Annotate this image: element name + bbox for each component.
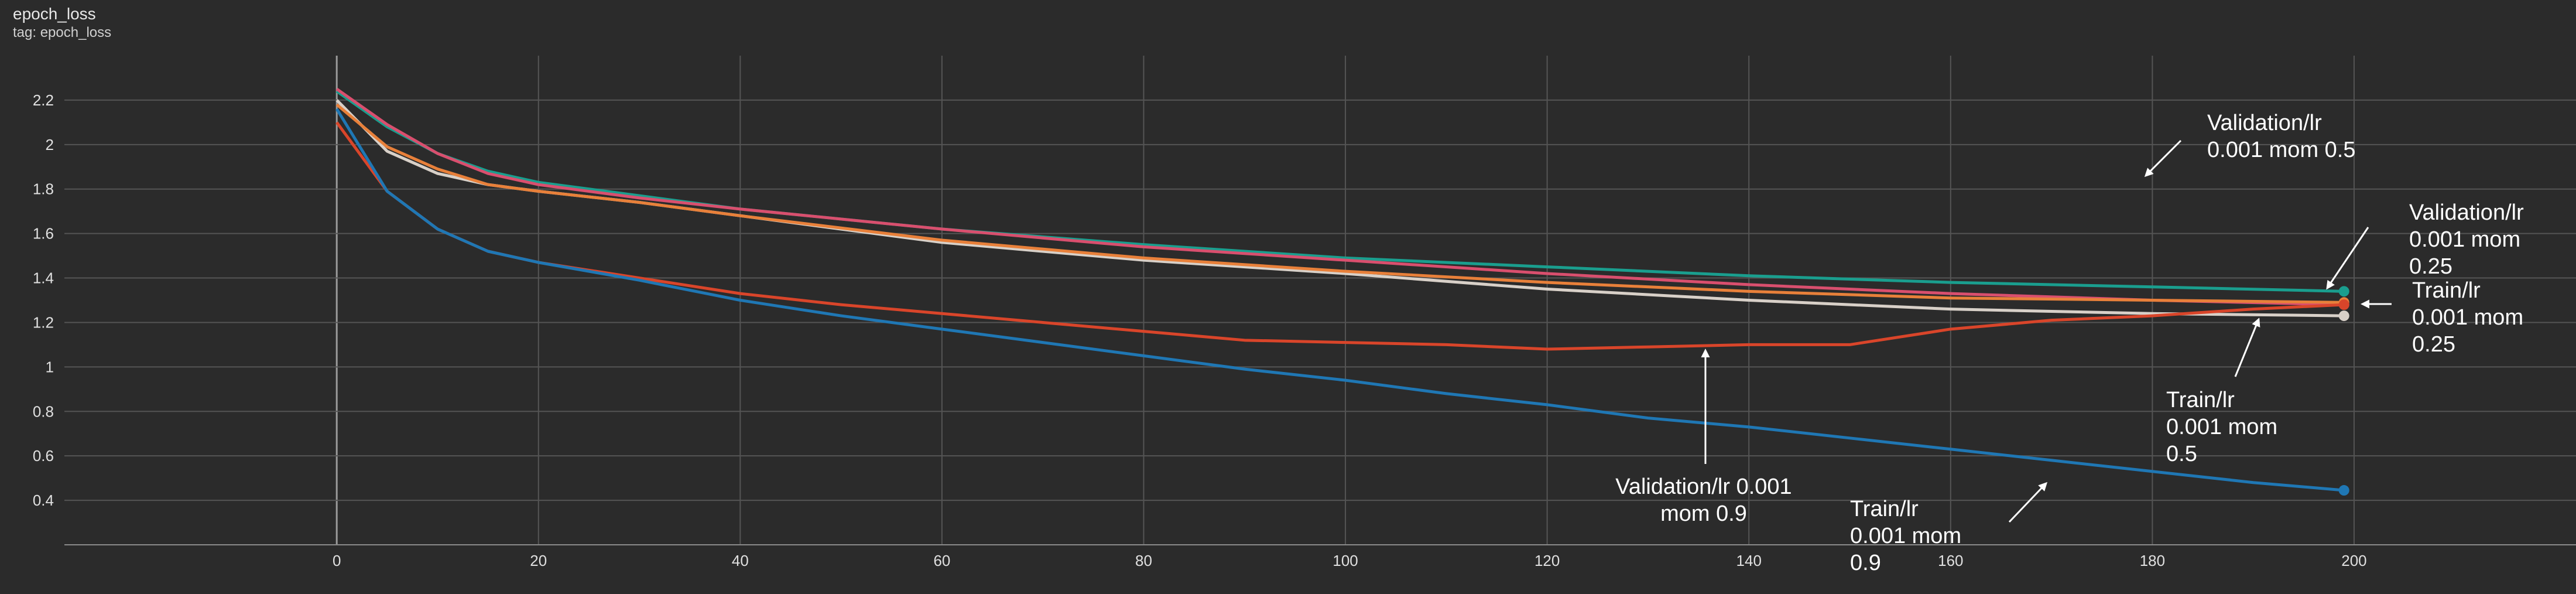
annotation-arrow xyxy=(2008,482,2048,523)
x-tick-label: 180 xyxy=(2140,552,2165,569)
y-tick-label: 1.2 xyxy=(33,313,54,331)
axes: 0 20 40 60 80 100 120 140 160 180 200 0.4 0.6 0.8 1 1.2… xyxy=(33,91,2576,569)
annotation-line: mom 0.9 xyxy=(1660,501,1747,526)
annotation-line: Train/lr xyxy=(2166,388,2235,412)
chart-tag: tag: epoch_loss xyxy=(13,25,112,40)
annotation-label: Validation/lr 0.001 mom 0.5 xyxy=(2207,111,2355,162)
annotation-line: 0.001 mom xyxy=(1850,524,1961,548)
x-tick-label: 40 xyxy=(732,552,749,569)
y-tick-label: 1.6 xyxy=(33,225,54,243)
y-tick-label: 1 xyxy=(46,358,54,375)
annotation-line: Validation/lr 0.001 xyxy=(1615,474,1791,499)
y-tick-label: 0.8 xyxy=(33,402,54,420)
x-tick-label: 160 xyxy=(1938,552,1963,569)
series-line-4[interactable] xyxy=(335,121,2344,351)
annotation-line: 0.25 xyxy=(2412,332,2455,357)
series-endpoint-0[interactable] xyxy=(2338,286,2349,297)
x-tick-label: 140 xyxy=(1736,552,1762,569)
x-tick-label: 200 xyxy=(2341,552,2366,569)
annotation-label: Validation/lr 0.001 mom 0.9 xyxy=(1615,474,1791,526)
annotation-line: Validation/lr xyxy=(2409,200,2524,225)
series-line-5[interactable] xyxy=(335,108,2344,492)
x-tick-label: 120 xyxy=(1534,552,1560,569)
series-line-2[interactable] xyxy=(335,99,2344,318)
annotation-arrow xyxy=(2144,139,2182,177)
x-tick-label: 20 xyxy=(530,552,547,569)
annotation-label: Train/lr 0.001 mom 0.25 xyxy=(2412,278,2523,357)
series-group xyxy=(335,87,2349,496)
series-line-1[interactable] xyxy=(335,87,2344,306)
series-endpoint-5[interactable] xyxy=(2338,485,2349,496)
annotation-line: 0.001 mom xyxy=(2409,227,2520,252)
annotation-line: Validation/lr xyxy=(2207,111,2322,135)
x-tick-label: 0 xyxy=(333,552,341,569)
annotation-arrow xyxy=(2234,318,2260,377)
y-tick-label: 2.2 xyxy=(33,91,54,109)
annotation-line: 0.001 mom xyxy=(2166,415,2277,439)
series-line-3[interactable] xyxy=(335,103,2344,304)
series-endpoint-4[interactable] xyxy=(2338,299,2349,310)
annotation-label: Train/lr 0.001 mom 0.5 xyxy=(2166,388,2277,466)
annotation-line: Train/lr xyxy=(1850,497,1919,521)
y-tick-label: 1.8 xyxy=(33,180,54,198)
annotation-label: Train/lr 0.001 mom 0.9 xyxy=(1850,497,1961,575)
x-tick-label: 60 xyxy=(933,552,950,569)
x-tick-label: 80 xyxy=(1135,552,1152,569)
y-tick-label: 0.4 xyxy=(33,491,54,509)
annotation-label: Validation/lr 0.001 mom 0.25 xyxy=(2409,200,2524,279)
annotation-line: 0.25 xyxy=(2409,254,2452,279)
series-endpoint-2[interactable] xyxy=(2338,310,2349,322)
y-tick-label: 1.4 xyxy=(33,269,54,287)
annotation-line: 0.001 mom xyxy=(2412,305,2523,330)
annotation-arrow xyxy=(2326,227,2369,290)
y-tick-label: 2 xyxy=(46,136,54,153)
annotation-line: 0.9 xyxy=(1850,551,1881,575)
annotation-line: 0.001 mom 0.5 xyxy=(2207,138,2355,162)
chart-title: epoch_loss xyxy=(13,5,96,23)
annotation-line: 0.5 xyxy=(2166,442,2197,466)
x-tick-label: 100 xyxy=(1332,552,1358,569)
grid-lines xyxy=(64,56,2576,545)
y-tick-label: 0.6 xyxy=(33,447,54,465)
annotation-line: Train/lr xyxy=(2412,278,2481,303)
